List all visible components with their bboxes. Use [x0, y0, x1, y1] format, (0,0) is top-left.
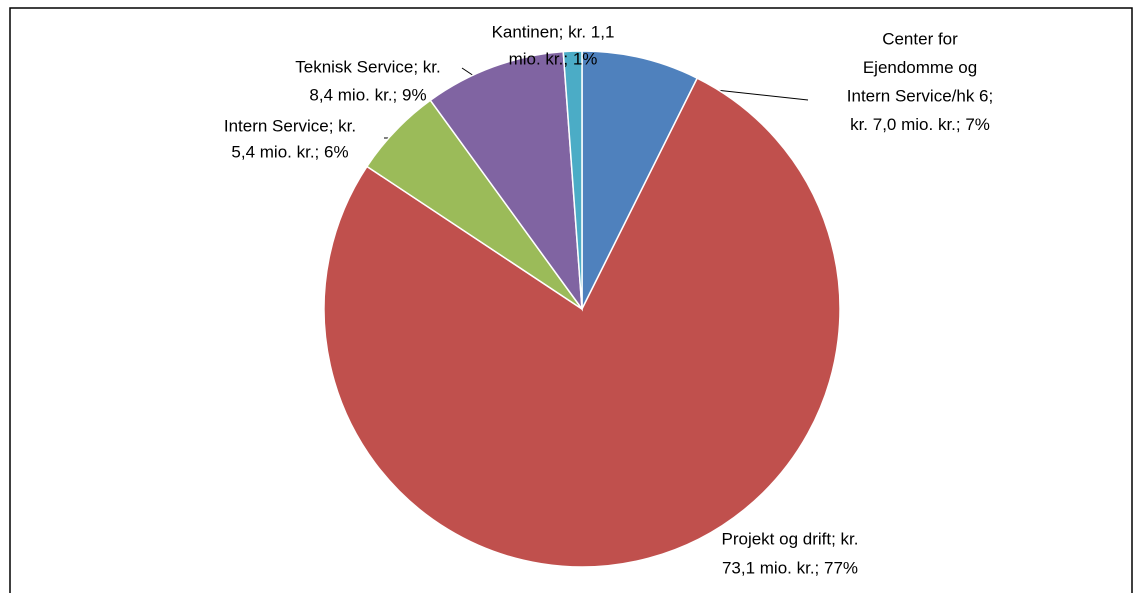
data-label: mio. kr.; 1% — [509, 49, 598, 68]
data-label: 5,4 mio. kr.; 6% — [231, 142, 348, 161]
data-label: kr. 7,0 mio. kr.; 7% — [850, 115, 990, 134]
data-label: 73,1 mio. kr.; 77% — [722, 558, 858, 577]
data-label: Teknisk Service; kr. — [295, 57, 441, 76]
data-label: Center for — [882, 29, 958, 48]
pie-slice — [581, 50, 699, 310]
data-label: Intern Service/hk 6; — [847, 86, 993, 105]
pie-slice — [562, 50, 583, 310]
data-label: Kantinen; kr. 1,1 — [492, 22, 615, 41]
data-label: Intern Service; kr. — [224, 116, 356, 135]
data-label: 8,4 mio. kr.; 9% — [309, 85, 426, 104]
data-label: Projekt og drift; kr. — [722, 529, 859, 548]
pie-slice — [429, 50, 583, 312]
chart-frame — [9, 7, 1133, 593]
pie-slice — [323, 77, 841, 568]
data-label: Ejendomme og — [863, 58, 977, 77]
